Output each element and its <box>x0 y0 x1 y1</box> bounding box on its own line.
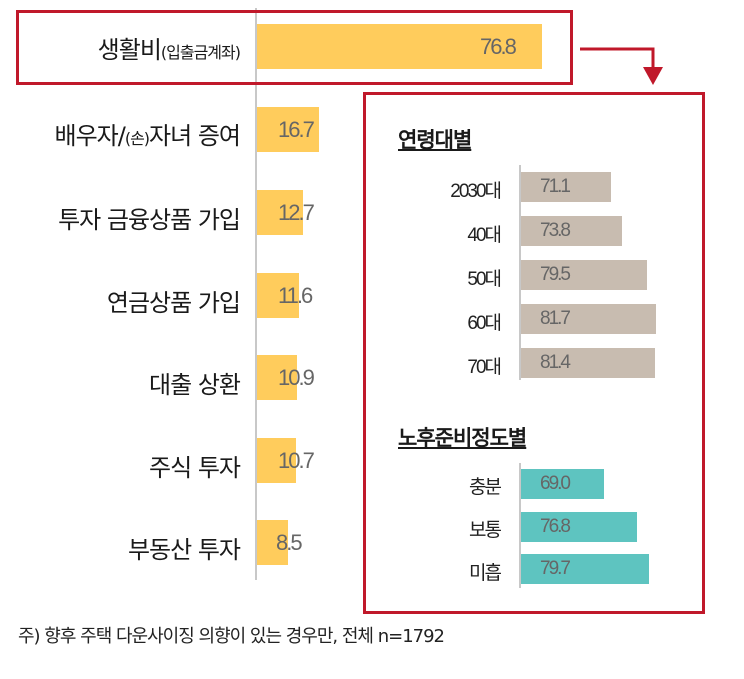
age-value: 71.1 <box>540 176 571 197</box>
bar-pension <box>257 273 299 318</box>
bar-value: 10.9 <box>278 365 315 390</box>
age-label: 50대 <box>467 269 502 290</box>
prep-bar <box>521 469 604 499</box>
age-label: 70대 <box>467 357 502 378</box>
label-main: 배우자/ <box>54 122 126 150</box>
age-axis <box>519 165 521 380</box>
category-label: 투자 금융상품 가입 <box>58 206 241 234</box>
bar-gift <box>257 107 319 152</box>
category-label: 생활비(입출금계좌) <box>97 30 241 65</box>
age-value: 73.8 <box>540 220 571 241</box>
category-label: 부동산 투자 <box>127 536 241 564</box>
prep-panel-title: 노후준비정도별 <box>398 426 527 450</box>
prep-label: 충분 <box>469 477 502 498</box>
highlight-box <box>16 10 573 85</box>
main-axis <box>255 8 257 580</box>
prep-value: 76.8 <box>540 516 571 537</box>
age-bar <box>521 216 622 246</box>
label-sub: (입출금계좌) <box>160 43 241 62</box>
age-panel-title: 연령대별 <box>398 128 472 152</box>
age-bar <box>521 172 611 202</box>
category-label: 대출 상환 <box>149 371 241 399</box>
label-main-2: 자녀 증여 <box>149 122 241 150</box>
prep-bar <box>521 512 637 542</box>
bar-value: 11.6 <box>278 283 313 308</box>
prep-bar <box>521 554 649 584</box>
age-value: 81.7 <box>540 308 571 329</box>
bar-investment-products <box>257 190 303 235</box>
breakdown-panel <box>363 92 705 614</box>
bar-value: 12.7 <box>278 200 315 225</box>
prep-value: 79.7 <box>540 558 571 579</box>
age-label: 40대 <box>467 225 502 246</box>
label-main: 생활비 <box>97 36 162 64</box>
category-label: 주식 투자 <box>149 454 241 482</box>
age-value: 81.4 <box>540 352 571 373</box>
bar-value: 8.5 <box>276 530 303 555</box>
age-bar <box>521 348 655 378</box>
bar-value: 10.7 <box>278 448 315 473</box>
prep-label: 미흡 <box>469 563 502 584</box>
footnote: 주) 향후 주택 다운사이징 의향이 있는 경우만, 전체 n=1792 <box>18 626 445 647</box>
age-bar <box>521 260 647 290</box>
age-value: 79.5 <box>540 264 571 285</box>
age-label: 60대 <box>467 313 502 334</box>
bar-stocks <box>257 438 296 483</box>
age-bar <box>521 304 656 334</box>
bar-loan-repayment <box>257 355 297 400</box>
prep-axis <box>519 463 521 588</box>
prep-value: 69.0 <box>540 473 571 494</box>
arrow-connector-icon <box>580 47 663 85</box>
bar-real-estate <box>257 520 288 565</box>
category-label: 연금상품 가입 <box>106 289 241 317</box>
label-sub: (손) <box>124 129 150 148</box>
bar-living-expenses <box>257 24 542 69</box>
category-label: 배우자/(손)자녀 증여 <box>55 116 241 151</box>
age-label: 2030대 <box>450 181 502 202</box>
bar-value: 16.7 <box>278 117 315 142</box>
prep-label: 보통 <box>469 520 502 541</box>
bar-value: 76.8 <box>480 34 517 59</box>
